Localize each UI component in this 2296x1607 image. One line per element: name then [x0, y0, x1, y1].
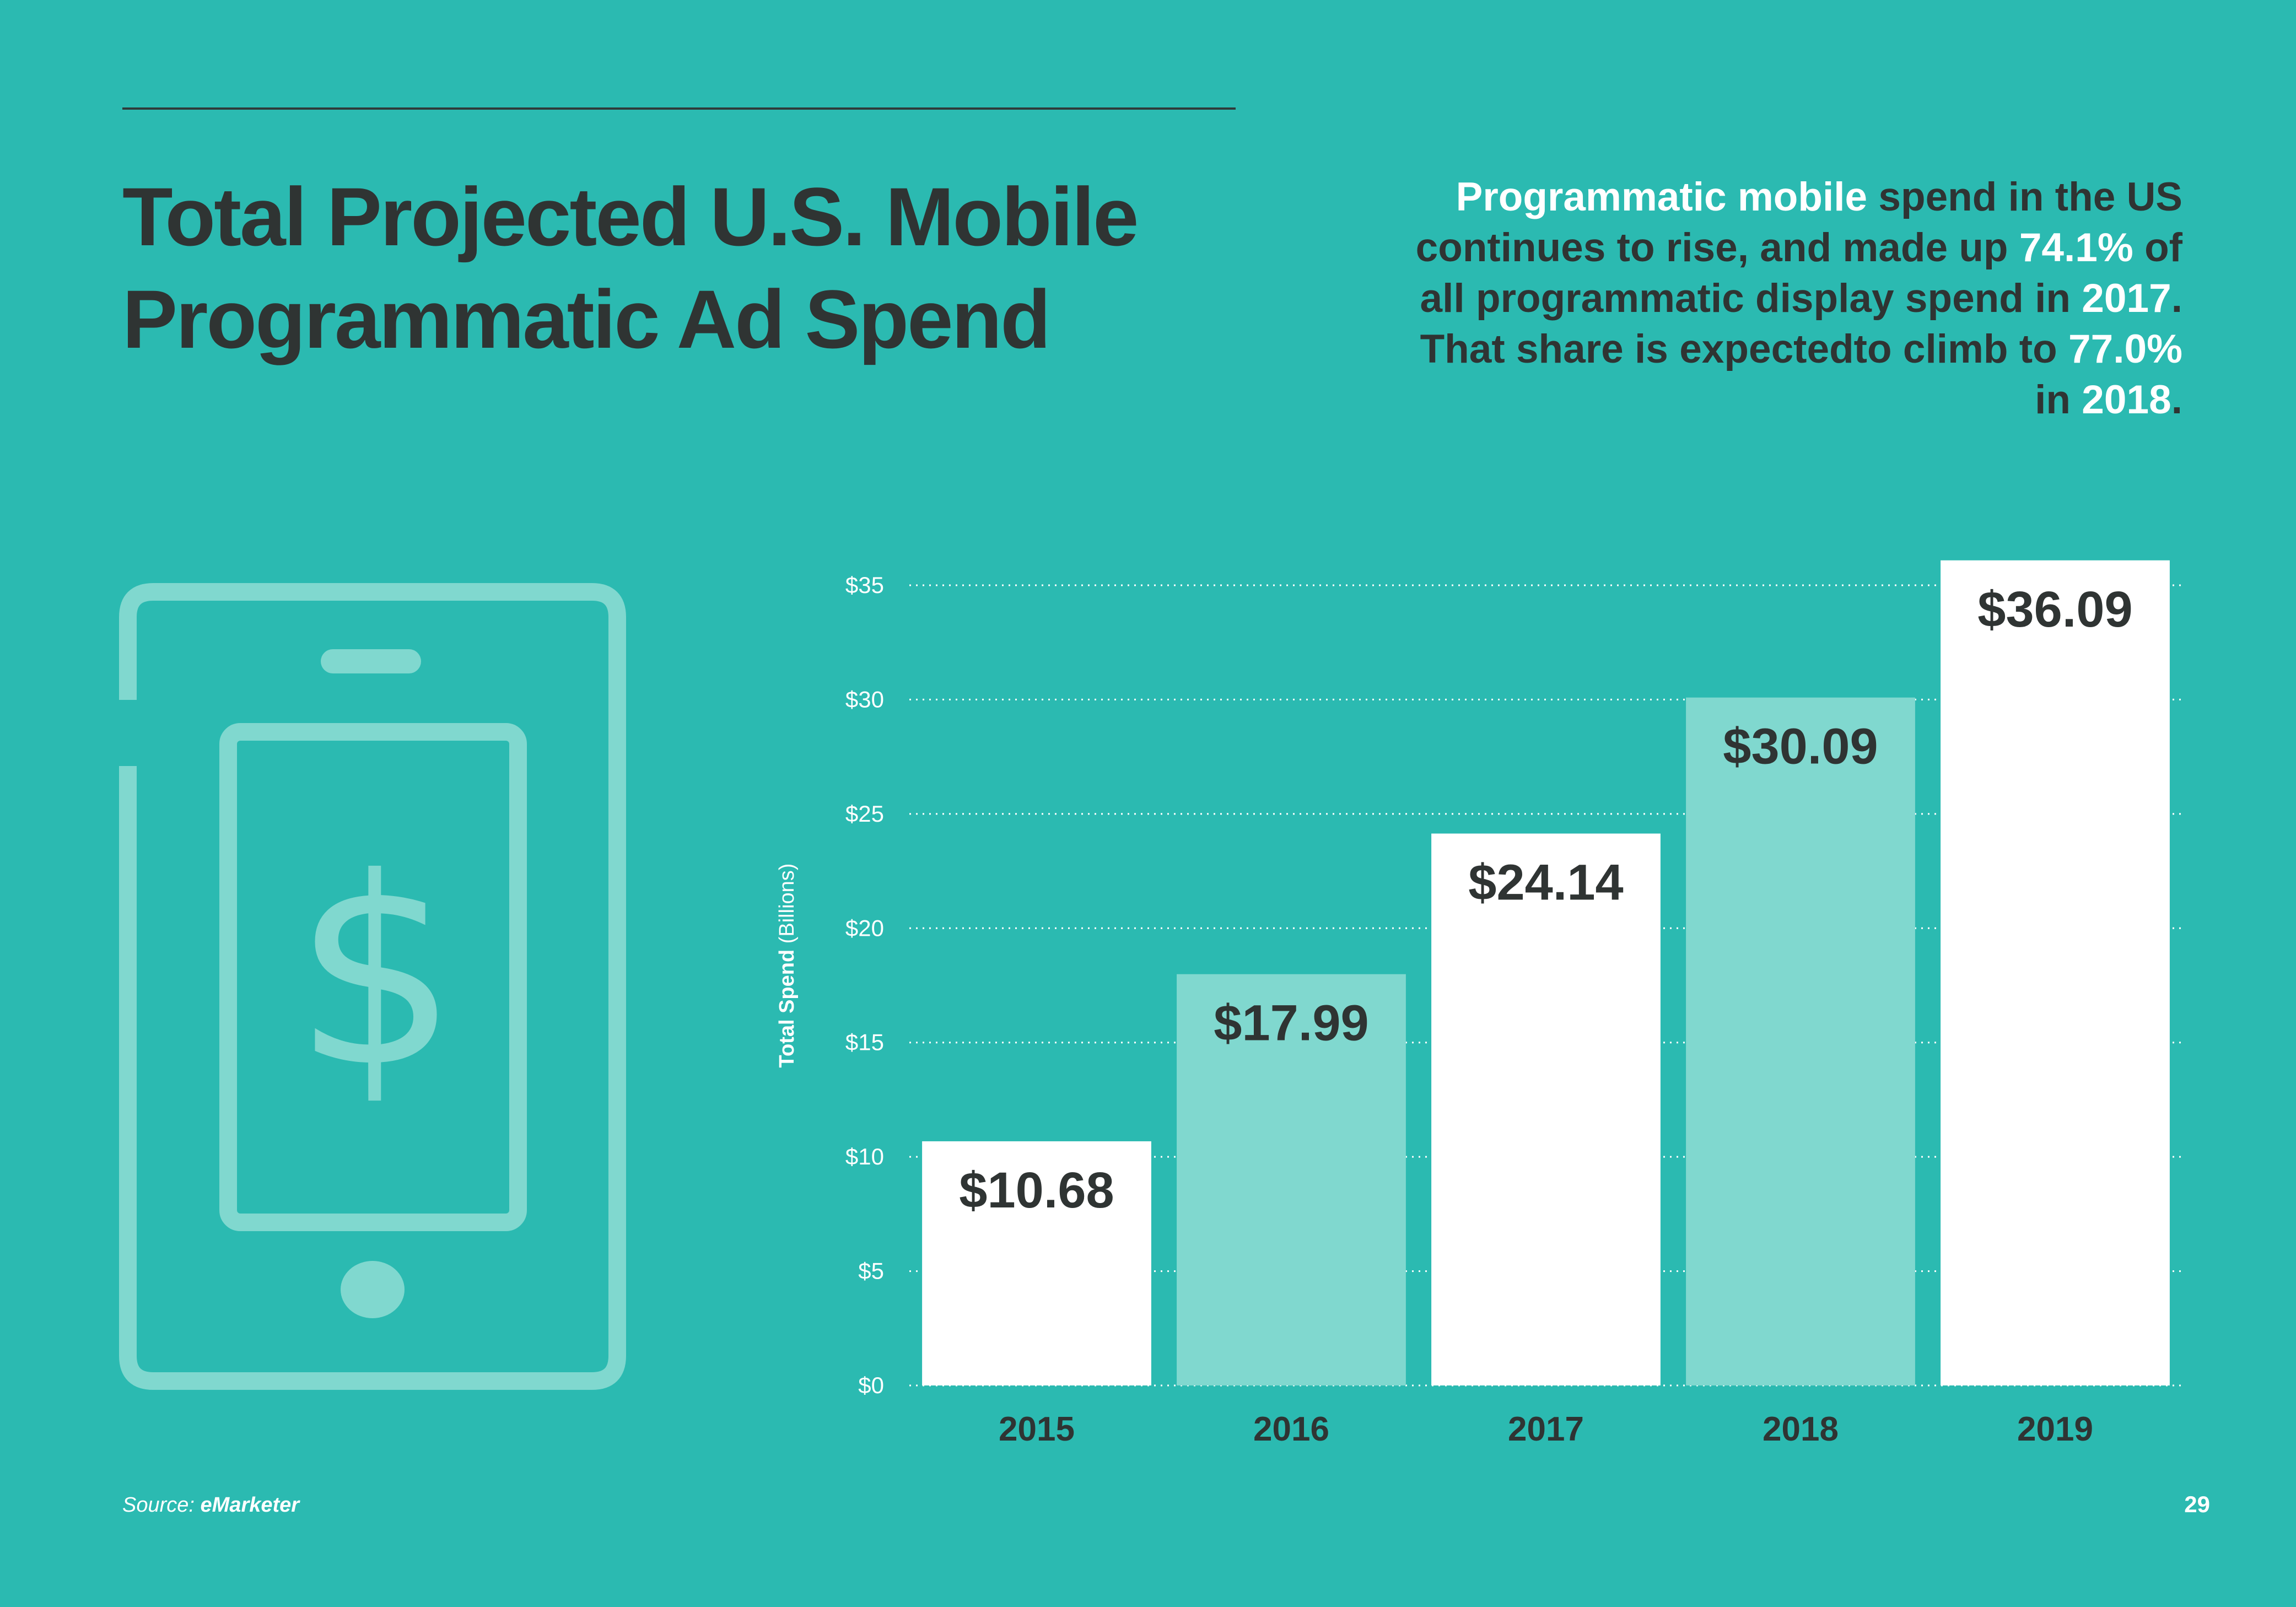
- data-labels: $10.68 $17.99 $24.14 $30.09 $36.09: [959, 581, 2132, 1218]
- y-tick-label: $15: [845, 1029, 884, 1055]
- y-tick-label: $10: [845, 1144, 884, 1169]
- y-axis-label-unit: (Billions): [775, 864, 799, 950]
- y-tick-label: $0: [858, 1372, 884, 1398]
- x-tick-label-2019: 2019: [2017, 1410, 2093, 1448]
- x-axis-ticks: 2015 2016 2017 2018 2019: [999, 1410, 2093, 1448]
- summary-text-part: .: [2171, 378, 2182, 422]
- summary-text-part: spend in the US continues to rise, and m…: [1415, 175, 2182, 270]
- x-tick-label-2015: 2015: [999, 1410, 1075, 1448]
- y-tick-label: $20: [845, 915, 884, 941]
- dollar-sign-icon: $: [293, 822, 458, 1124]
- phone-outline: [119, 583, 626, 1390]
- source-note: Source: eMarketer: [122, 1493, 299, 1517]
- summary-text-part: in: [2035, 378, 2082, 422]
- page-title-line-2: Programmatic Ad Spend: [122, 273, 1051, 365]
- phone-screen-outline: [219, 723, 527, 1231]
- mobile-phone-dollar-icon: $: [119, 583, 626, 1390]
- y-axis-label-main: Total Spend: [775, 950, 799, 1068]
- x-tick-label-2016: 2016: [1253, 1410, 1329, 1448]
- y-tick-label: $5: [858, 1258, 884, 1284]
- y-tick-label: $35: [845, 572, 884, 598]
- bar-2018: [1686, 697, 1915, 1385]
- bar-2019: [1941, 560, 2170, 1386]
- y-axis-label: Total Spend (Billions): [775, 864, 799, 1068]
- bar-2016: [1177, 974, 1406, 1385]
- page-title-line-1: Total Projected U.S. Mobile: [122, 170, 1139, 263]
- summary-text-part: . That share is expectedto climb to: [1420, 276, 2182, 371]
- summary-text-part: of all programmatic display spend in: [1420, 225, 2182, 321]
- summary-highlight: 2018: [2082, 378, 2171, 422]
- summary-highlight: 2017: [2082, 276, 2171, 321]
- x-tick-label-2018: 2018: [1763, 1410, 1839, 1448]
- phone-home-button: [341, 1261, 405, 1318]
- data-label-2019: $36.09: [1977, 581, 2132, 638]
- bar-2015: [922, 1141, 1151, 1385]
- summary-highlight: 77.0%: [2068, 327, 2182, 371]
- bars: [922, 560, 2170, 1386]
- data-label-2016: $17.99: [1214, 995, 1368, 1051]
- summary-highlight: 74.1%: [2019, 225, 2133, 270]
- source-name: eMarketer: [200, 1493, 300, 1517]
- data-label-2018: $30.09: [1723, 719, 1878, 775]
- y-tick-label: $30: [845, 686, 884, 712]
- y-tick-label: $25: [845, 801, 884, 827]
- summary-highlight: Programmatic mobile: [1456, 175, 1868, 219]
- page-title: Total Projected U.S. Mobile Programmatic…: [122, 165, 1280, 370]
- bar-2017: [1431, 833, 1661, 1385]
- page-number: 29: [2184, 1491, 2210, 1517]
- phone-speaker-slot: [321, 649, 421, 673]
- source-prefix: Source:: [122, 1493, 201, 1517]
- y-axis-ticks: $0 $5 $10 $15 $20 $25 $30 $35: [845, 572, 884, 1398]
- data-label-2015: $10.68: [959, 1162, 1114, 1218]
- top-rule: [122, 107, 1236, 110]
- data-label-2017: $24.14: [1468, 855, 1623, 911]
- x-tick-label-2017: 2017: [1508, 1410, 1584, 1448]
- summary-text: Programmatic mobile spend in the US cont…: [1411, 172, 2182, 425]
